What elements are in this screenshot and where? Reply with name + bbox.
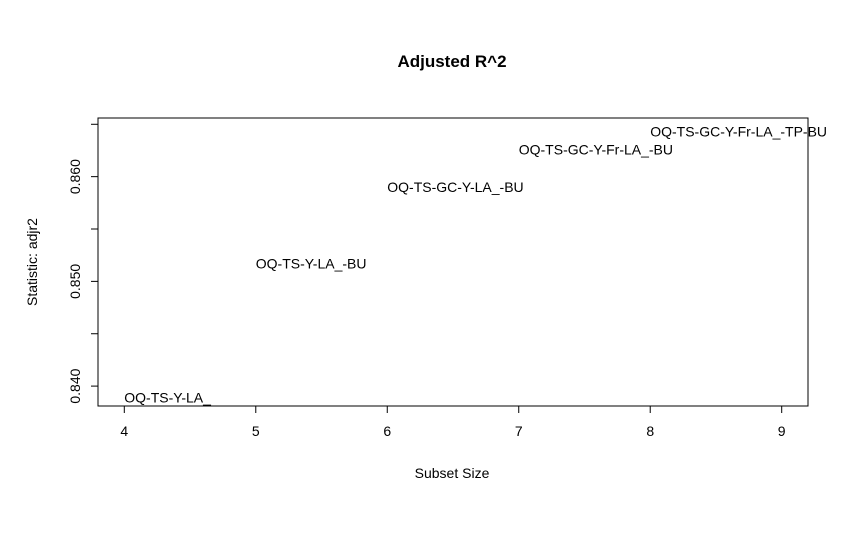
x-tick-label: 7	[515, 423, 523, 439]
y-axis-label: Statistic: adjr2	[24, 218, 40, 306]
x-tick-label: 8	[646, 423, 654, 439]
x-tick-label: 4	[120, 423, 128, 439]
y-tick-label: 0.860	[67, 159, 83, 194]
point-label: OQ-TS-GC-Y-LA_-BU	[387, 179, 523, 195]
x-tick-label: 6	[383, 423, 391, 439]
point-label: OQ-TS-GC-Y-Fr-LA_-TP-BU	[650, 124, 827, 140]
point-label: OQ-TS-Y-LA_	[124, 390, 211, 406]
x-axis-label: Subset Size	[415, 465, 490, 481]
point-label: OQ-TS-Y-LA_-BU	[256, 256, 367, 272]
y-tick-label: 0.840	[67, 368, 83, 403]
y-tick-label: 0.850	[67, 264, 83, 299]
plot-area-frame	[97, 117, 809, 407]
chart-title: Adjusted R^2	[397, 52, 506, 71]
x-axis: 4 5 6 7 8 9	[120, 405, 786, 439]
point-label: OQ-TS-GC-Y-Fr-LA_-BU	[519, 141, 673, 157]
x-tick-label: 5	[252, 423, 260, 439]
x-tick-label: 9	[778, 423, 786, 439]
y-axis: 0.840 0.850 0.860	[67, 123, 99, 404]
point-labels: OQ-TS-Y-LA_ OQ-TS-Y-LA_-BU OQ-TS-GC-Y-LA_-…	[124, 124, 827, 406]
